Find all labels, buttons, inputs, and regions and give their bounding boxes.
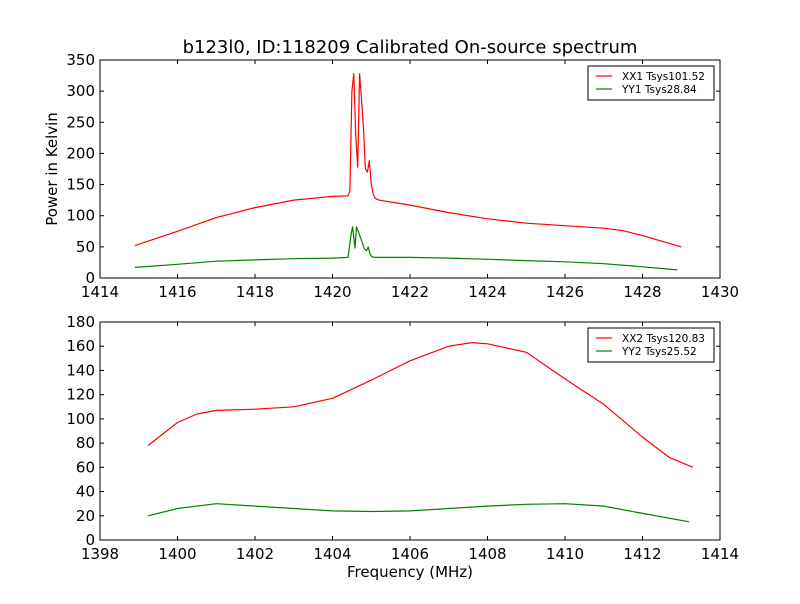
y-axis-label: Power in Kelvin bbox=[43, 112, 61, 226]
x-tick-label: 1412 bbox=[623, 545, 661, 563]
x-tick-label: 1404 bbox=[313, 545, 351, 563]
x-tick-label: 1422 bbox=[391, 283, 429, 301]
x-tick-label: 1414 bbox=[81, 283, 119, 301]
subplot-2: 1398 1400 1402 1404 1406 1408 1410 1412 1414 0 20 4… bbox=[66, 313, 739, 563]
y-tick-label: 180 bbox=[66, 313, 95, 331]
y-tick-label: 160 bbox=[66, 337, 95, 355]
y-tick-label: 40 bbox=[76, 483, 95, 501]
x-tick-label: 1420 bbox=[313, 283, 351, 301]
x-tick-label: 1418 bbox=[236, 283, 274, 301]
series-line-yy1 bbox=[134, 226, 678, 271]
legend-label: XX1 Tsys101.52 bbox=[622, 71, 705, 83]
x-tick-label: 1408 bbox=[468, 545, 506, 563]
y-tick-label: 100 bbox=[66, 410, 95, 428]
x-tick-label: 1410 bbox=[546, 545, 584, 563]
x-axis-label: Frequency (MHz) bbox=[347, 563, 473, 581]
legend-label: YY2 Tsys25.52 bbox=[621, 346, 697, 358]
y-tick-label: 140 bbox=[66, 361, 95, 379]
legend-box bbox=[587, 65, 715, 101]
x-tick-label: 1416 bbox=[158, 283, 196, 301]
y-tick-label: 80 bbox=[76, 434, 95, 452]
legend-label: XX2 Tsys120.83 bbox=[622, 333, 705, 345]
y-tick-label: 120 bbox=[66, 386, 95, 404]
legend-box bbox=[587, 327, 715, 363]
y-tick-label: 350 bbox=[66, 51, 95, 69]
x-tick-label: 1414 bbox=[701, 545, 739, 563]
x-tick-label: 1402 bbox=[236, 545, 274, 563]
series-line-xx1 bbox=[134, 73, 682, 248]
subplot-1: 1414 1416 1418 1420 1422 1424 1426 1428 1430 0 50 1… bbox=[66, 51, 739, 301]
x-tick-label: 1428 bbox=[623, 283, 661, 301]
x-tick-label: 1426 bbox=[546, 283, 584, 301]
chart-title: b123l0, ID:118209 Calibrated On-source s… bbox=[183, 37, 638, 58]
x-tick-label: 1406 bbox=[391, 545, 429, 563]
x-tick-label: 1398 bbox=[81, 545, 119, 563]
y-tick-label: 20 bbox=[76, 507, 95, 525]
series-line-xx2 bbox=[147, 342, 694, 468]
x-tick-label: 1424 bbox=[468, 283, 506, 301]
y-tick-label: 300 bbox=[66, 82, 95, 100]
y-tick-label: 100 bbox=[66, 207, 95, 225]
y-tick-label: 150 bbox=[66, 176, 95, 194]
x-tick-label: 1400 bbox=[158, 545, 196, 563]
legend-label: YY1 Tsys28.84 bbox=[621, 84, 697, 96]
y-tick-label: 50 bbox=[76, 238, 95, 256]
y-tick-label: 200 bbox=[66, 144, 95, 162]
y-tick-label: 250 bbox=[66, 113, 95, 131]
y-tick-label: 0 bbox=[85, 269, 95, 287]
x-tick-label: 1430 bbox=[701, 283, 739, 301]
y-tick-label: 60 bbox=[76, 458, 95, 476]
y-tick-label: 0 bbox=[85, 531, 95, 549]
series-line-yy2 bbox=[147, 503, 690, 523]
